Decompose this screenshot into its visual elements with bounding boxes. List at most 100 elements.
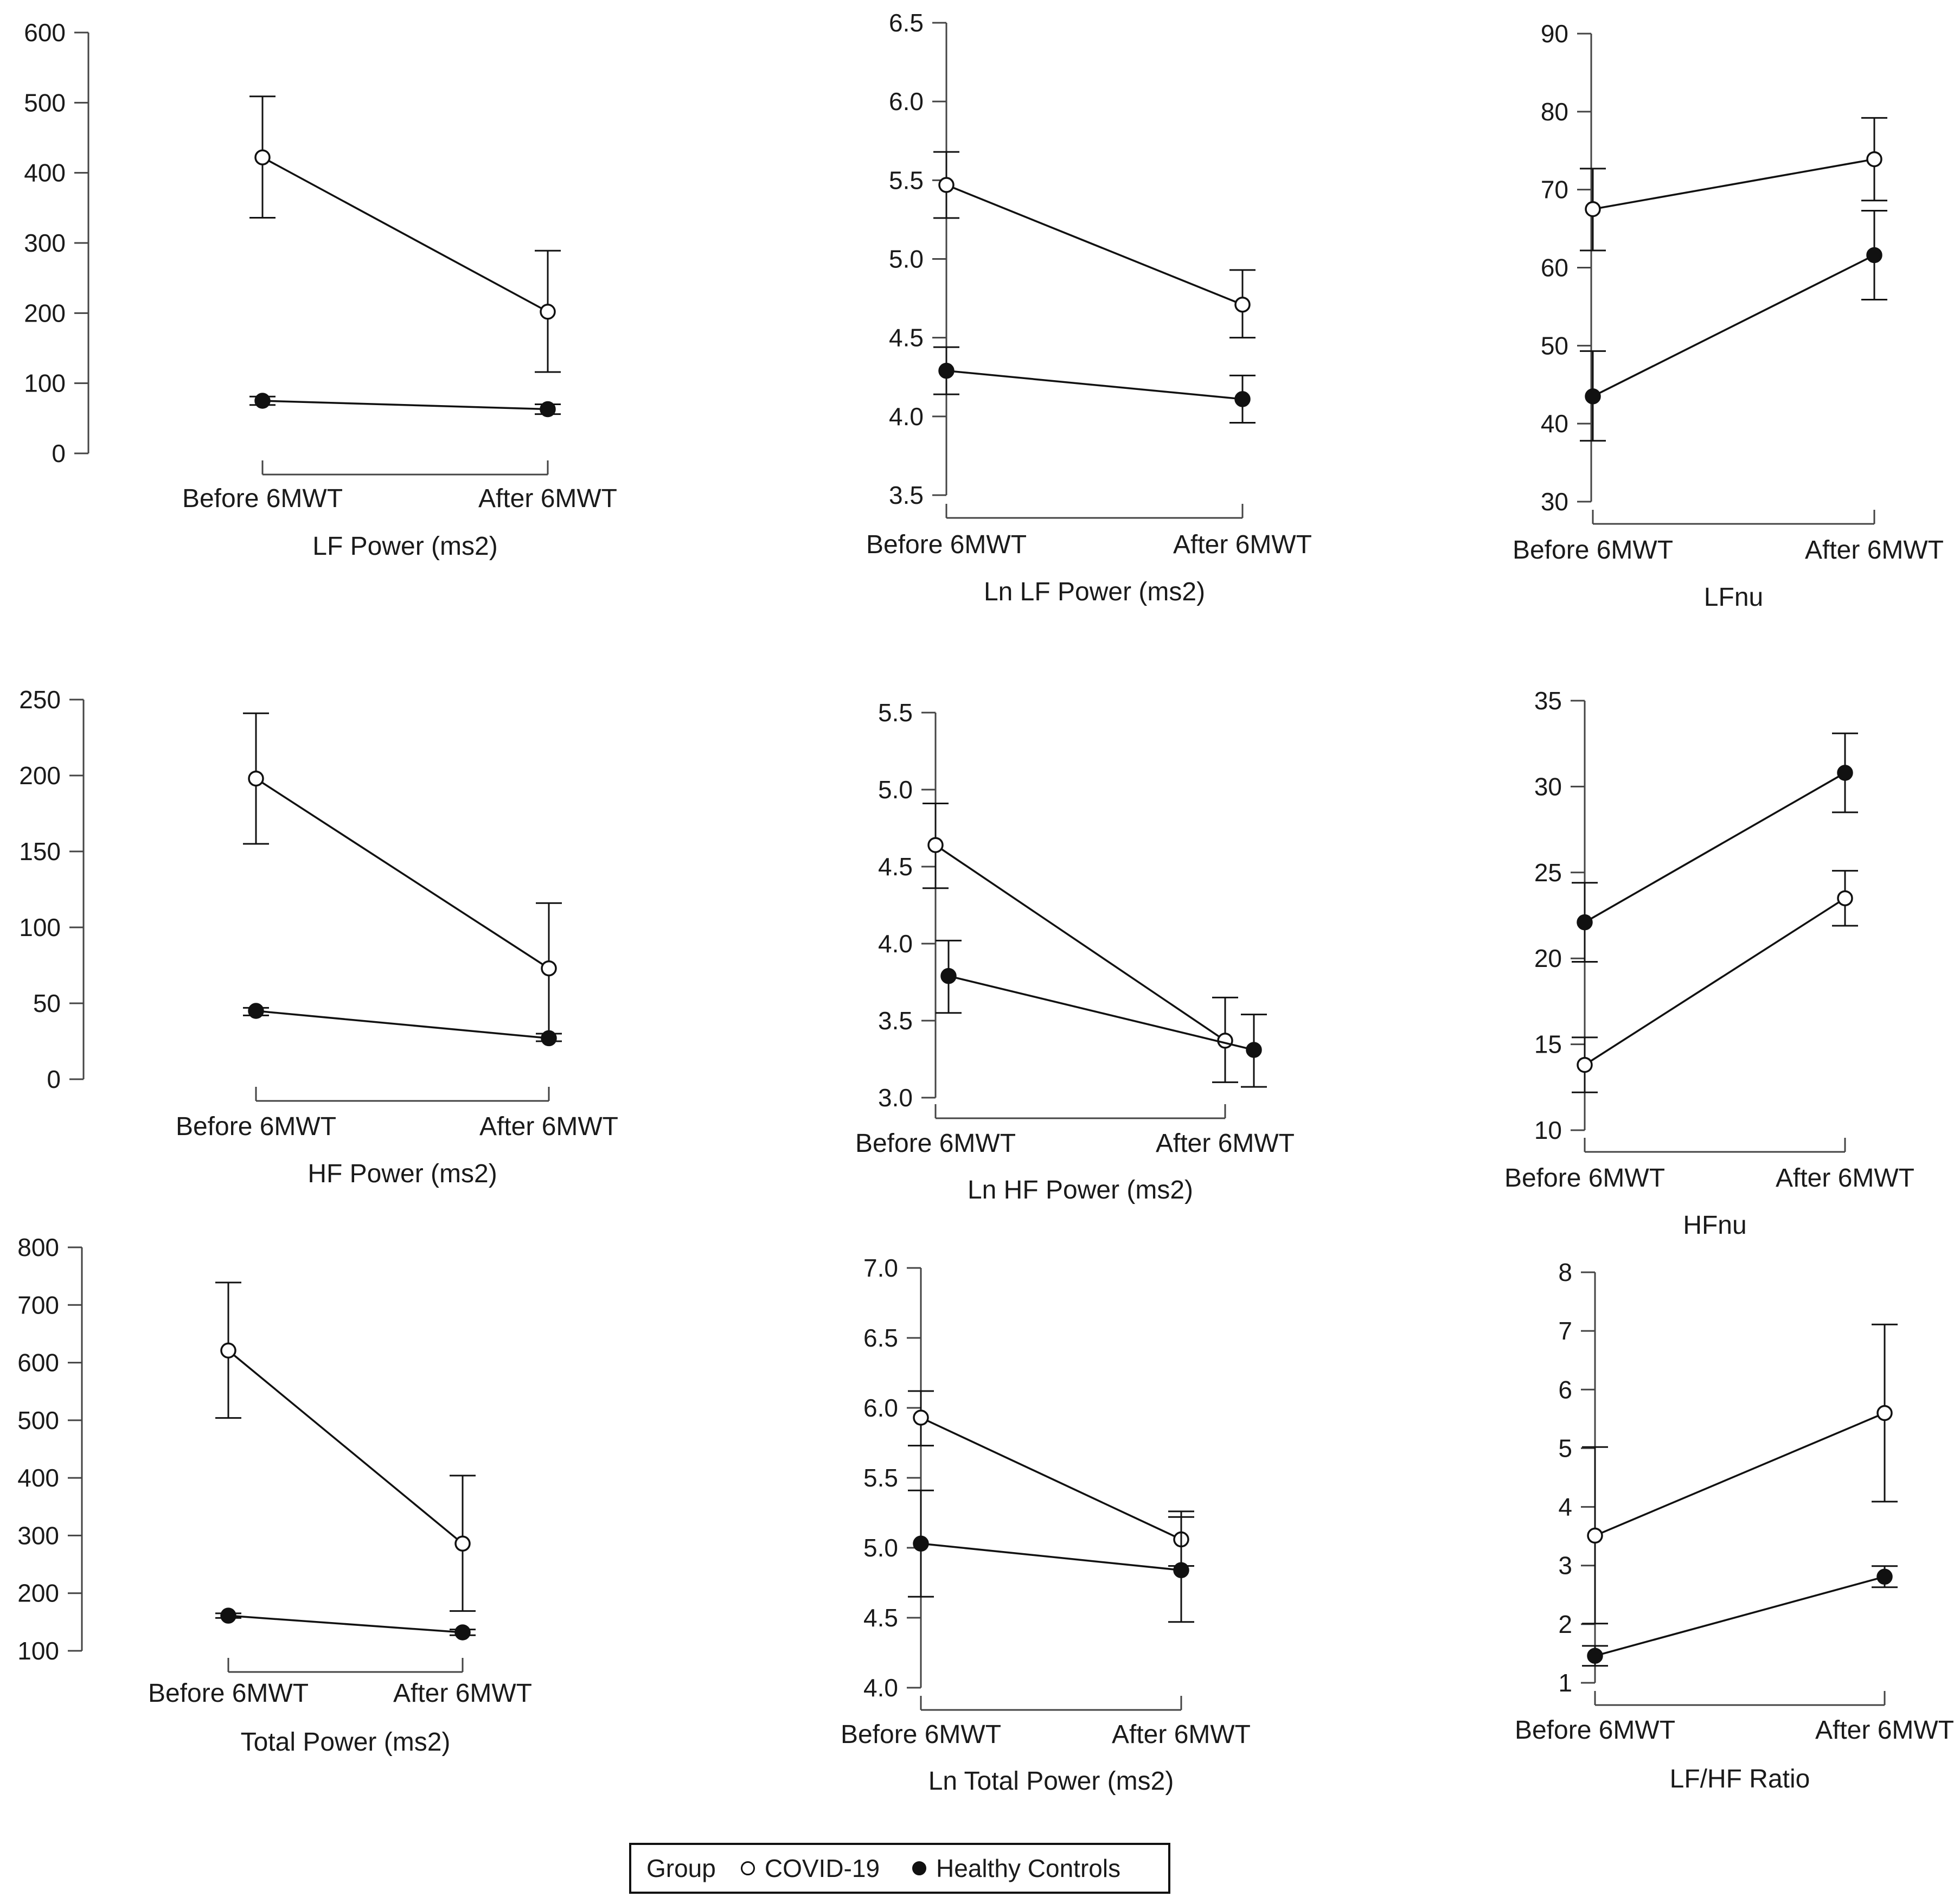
data-point (1585, 201, 1601, 217)
y-tick-label: 6 (1558, 1375, 1572, 1404)
data-point (1876, 1568, 1893, 1585)
series-line (948, 975, 1254, 1051)
data-point (454, 1624, 471, 1641)
y-tick-label: 100 (24, 369, 66, 398)
y-tick-label: 5 (1558, 1434, 1572, 1462)
y-tick-label: 0 (52, 439, 66, 467)
x-tick-label: After 6MWT (1173, 530, 1312, 559)
x-axis-title: LFnu (1704, 583, 1763, 612)
y-tick-label: 100 (19, 913, 61, 941)
series-line (1584, 897, 1846, 1066)
legend-item-covid: COVID-19 (740, 1854, 880, 1883)
y-tick-label: 250 (19, 685, 61, 714)
series-line (946, 369, 1243, 400)
y-tick-label: 5.0 (878, 776, 913, 804)
series-line (1594, 1412, 1885, 1537)
series-line (262, 400, 548, 411)
series-line (920, 1417, 1182, 1541)
y-tick-label: 6.5 (863, 1324, 898, 1352)
y-tick-label: 3.5 (889, 481, 924, 509)
y-tick-label: 200 (19, 761, 61, 790)
y-tick-label: 4.5 (863, 1604, 898, 1632)
x-tick-label: Before 6MWT (1515, 1716, 1675, 1745)
y-tick-label: 30 (1534, 772, 1562, 800)
data-point (1876, 1405, 1893, 1421)
x-axis-title: HFnu (1683, 1211, 1746, 1240)
y-tick-label: 0 (47, 1065, 61, 1093)
y-tick-label: 4.0 (878, 930, 913, 958)
x-tick-label: After 6MWT (479, 1112, 618, 1141)
data-point (913, 1409, 929, 1426)
series-line (227, 1349, 464, 1545)
y-tick-label: 300 (17, 1521, 59, 1549)
y-tick-label: 20 (1534, 944, 1562, 972)
x-tick-label: After 6MWT (1112, 1720, 1251, 1749)
legend-title: Group (646, 1854, 716, 1882)
data-point (1837, 890, 1853, 907)
y-tick-label: 70 (1541, 176, 1568, 204)
data-point (938, 177, 955, 193)
series-line (228, 1614, 463, 1633)
y-tick-label: 60 (1541, 254, 1568, 282)
x-tick-label: After 6MWT (478, 484, 617, 513)
y-tick-label: 3.0 (878, 1084, 913, 1112)
filled-circle-icon (912, 1861, 927, 1875)
y-tick-label: 90 (1541, 20, 1568, 48)
y-tick-label: 4.5 (878, 853, 913, 881)
legend-item-healthy: Healthy Controls (912, 1854, 1120, 1883)
legend: Group COVID-19 Healthy Controls (629, 1843, 1170, 1894)
data-point (1234, 296, 1251, 313)
x-axis-title: LF/HF Ratio (1670, 1765, 1810, 1793)
y-tick-label: 5.5 (878, 699, 913, 727)
y-tick-label: 4.0 (889, 402, 924, 431)
y-tick-label: 6.5 (889, 9, 924, 37)
y-tick-label: 500 (17, 1406, 59, 1434)
data-point (220, 1607, 236, 1624)
series-line (255, 1010, 549, 1040)
y-tick-label: 200 (24, 299, 66, 327)
data-point (1587, 1527, 1603, 1544)
series-line (1592, 254, 1875, 398)
y-tick-label: 5.0 (863, 1534, 898, 1562)
series-line (255, 778, 549, 970)
y-tick-label: 400 (24, 159, 66, 187)
series-line (920, 1542, 1182, 1572)
x-tick-label: After 6MWT (1805, 536, 1944, 565)
legend-label-covid: COVID-19 (764, 1854, 880, 1882)
y-tick-label: 400 (17, 1464, 59, 1492)
x-tick-label: After 6MWT (1776, 1164, 1914, 1193)
data-point (1246, 1042, 1262, 1058)
y-tick-label: 40 (1541, 409, 1568, 438)
y-tick-label: 500 (24, 88, 66, 117)
data-point (541, 960, 557, 977)
data-point (1217, 1033, 1233, 1049)
data-point (254, 149, 271, 165)
x-tick-label: After 6MWT (1815, 1716, 1954, 1745)
series-line (1592, 158, 1875, 210)
data-point (940, 967, 957, 984)
legend-label-healthy: Healthy Controls (936, 1854, 1121, 1882)
data-point (541, 1030, 557, 1047)
data-point (938, 362, 955, 379)
data-point (454, 1535, 471, 1552)
y-tick-label: 600 (24, 18, 66, 47)
y-tick-label: 35 (1534, 687, 1562, 715)
series-line (1594, 1575, 1885, 1657)
y-tick-label: 50 (33, 989, 61, 1017)
data-point (220, 1342, 236, 1359)
data-point (1837, 765, 1853, 781)
x-tick-label: Before 6MWT (148, 1679, 309, 1708)
y-tick-label: 8 (1558, 1258, 1572, 1286)
y-tick-label: 200 (17, 1579, 59, 1607)
series-line (262, 156, 548, 313)
data-point (1577, 1056, 1593, 1073)
x-axis-title: HF Power (ms2) (308, 1159, 497, 1188)
y-tick-label: 300 (24, 229, 66, 257)
y-tick-label: 3.5 (878, 1007, 913, 1035)
x-tick-label: Before 6MWT (176, 1112, 336, 1141)
data-point (927, 837, 944, 853)
data-point (254, 393, 271, 409)
y-tick-label: 25 (1534, 858, 1562, 887)
y-tick-label: 1 (1558, 1669, 1572, 1697)
